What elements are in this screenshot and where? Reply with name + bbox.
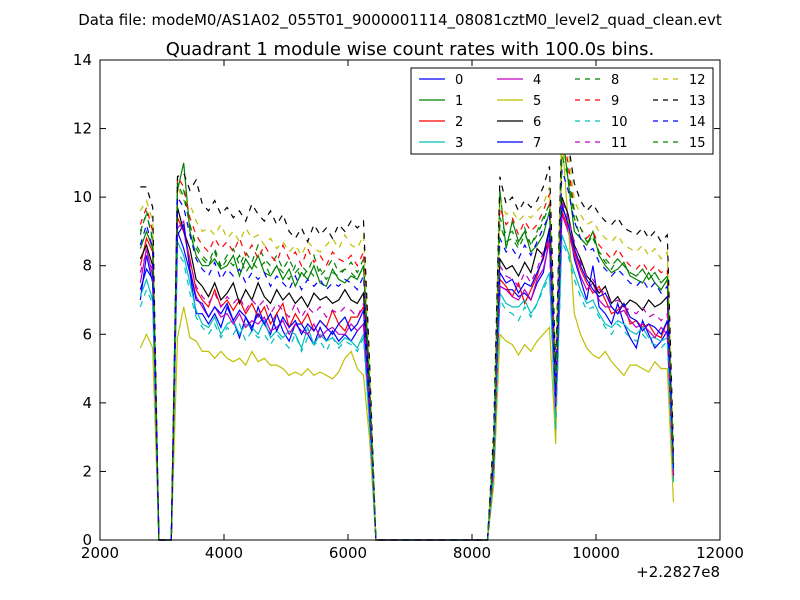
data-file-header: Data file: modeM0/AS1A02_055T01_90000011… xyxy=(78,11,722,30)
y-tick-label: 10 xyxy=(73,188,92,206)
x-tick-label: 10000 xyxy=(572,544,620,562)
legend-label-6: 6 xyxy=(533,115,541,130)
series-line-12 xyxy=(139,128,675,541)
series-line-15 xyxy=(139,155,675,541)
legend-label-15: 15 xyxy=(689,136,706,151)
x-tick-label: 2000 xyxy=(81,544,119,562)
legend-label-0: 0 xyxy=(455,73,463,88)
series-line-3 xyxy=(139,234,675,541)
legend-label-14: 14 xyxy=(689,115,706,130)
y-tick-label: 4 xyxy=(82,394,92,412)
series-line-2 xyxy=(139,210,675,541)
legend-label-1: 1 xyxy=(455,94,463,109)
series-line-13 xyxy=(140,124,675,541)
y-tick-label: 0 xyxy=(82,531,92,549)
y-tick-label: 8 xyxy=(82,257,92,275)
y-tick-label: 2 xyxy=(82,462,92,480)
series-line-10 xyxy=(139,241,675,541)
chart-title: Quadrant 1 module wise count rates with … xyxy=(166,39,655,60)
x-offset-label: +2.2827e8 xyxy=(636,563,720,581)
series-line-5 xyxy=(139,135,675,541)
y-tick-label: 14 xyxy=(73,51,92,69)
series-line-0 xyxy=(139,207,675,541)
y-tick-label: 6 xyxy=(82,325,92,343)
x-tick-label: 8000 xyxy=(453,544,491,562)
legend-label-13: 13 xyxy=(689,94,706,109)
x-tick-label: 4000 xyxy=(205,544,243,562)
legend-label-4: 4 xyxy=(533,73,541,88)
x-tick-label: 6000 xyxy=(329,544,367,562)
legend-label-10: 10 xyxy=(611,115,628,130)
y-tick-label: 12 xyxy=(73,120,92,138)
legend-label-3: 3 xyxy=(455,136,463,151)
series-line-9 xyxy=(139,131,675,541)
legend-label-5: 5 xyxy=(533,94,541,109)
series-line-1 xyxy=(139,128,675,541)
x-tick-label: 12000 xyxy=(696,544,744,562)
legend-label-7: 7 xyxy=(533,136,541,151)
legend-label-2: 2 xyxy=(455,115,463,130)
series-line-8 xyxy=(139,138,675,541)
plot-frame xyxy=(99,59,721,541)
series-layer xyxy=(139,124,675,541)
legend-label-9: 9 xyxy=(611,94,619,109)
legend-box xyxy=(410,67,714,155)
series-line-14 xyxy=(139,169,675,541)
legend-label-11: 11 xyxy=(611,136,628,151)
series-line-11 xyxy=(139,200,675,541)
legend-label-8: 8 xyxy=(611,73,619,88)
series-line-7 xyxy=(139,203,675,541)
series-line-6 xyxy=(139,196,675,541)
legend-label-12: 12 xyxy=(689,73,706,88)
